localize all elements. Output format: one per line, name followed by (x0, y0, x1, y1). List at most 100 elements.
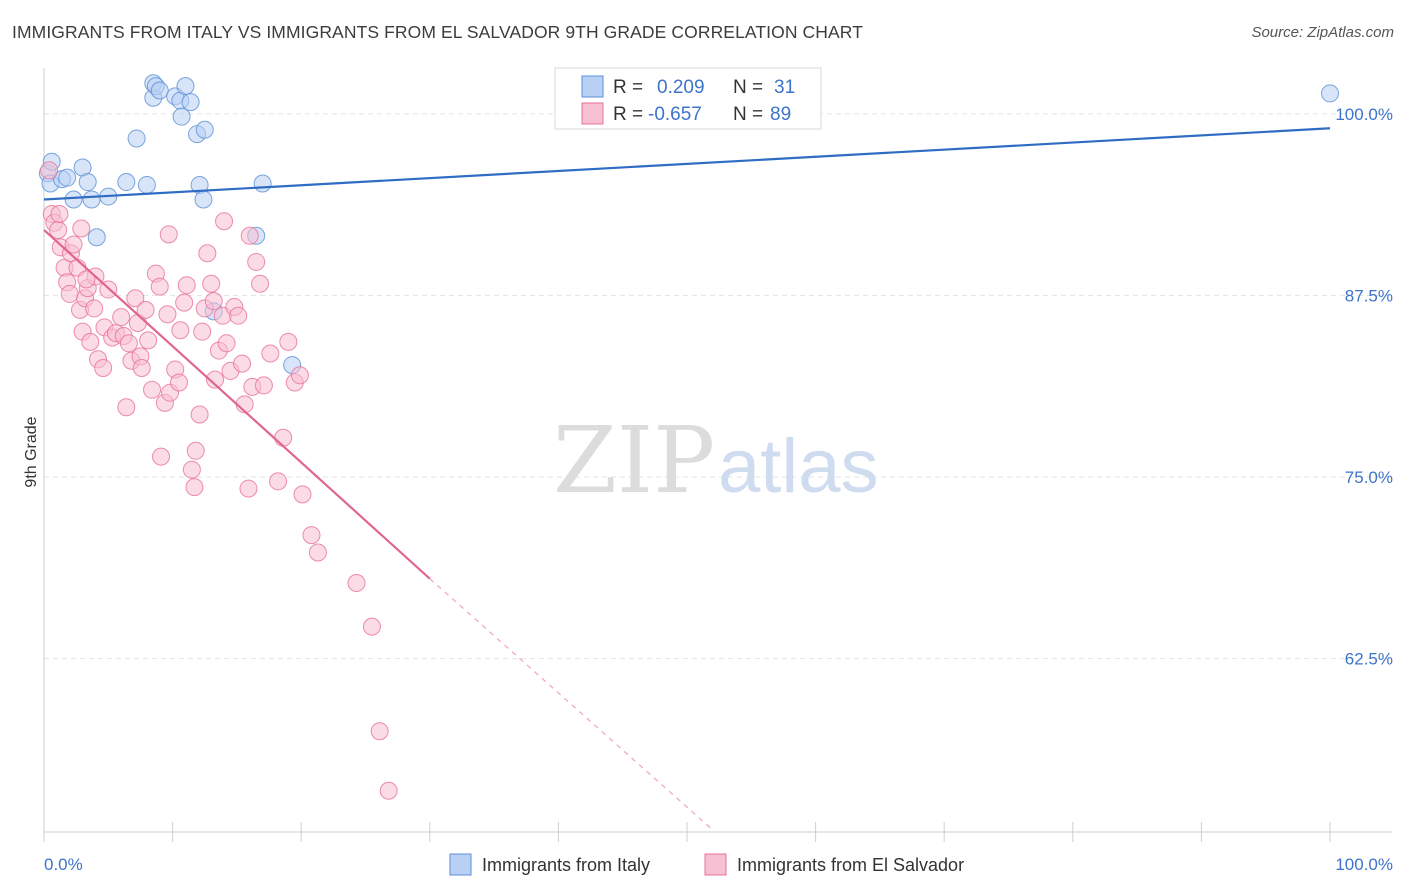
salvador-point (290, 366, 309, 385)
salvador-point (158, 305, 177, 324)
italy-trend-line (43, 127, 1331, 201)
italy-point (176, 77, 195, 96)
series-salvador-points (40, 161, 398, 800)
salvador-point (119, 334, 138, 353)
italy-point (87, 228, 106, 247)
salvador-point (254, 376, 273, 395)
salvador-point (217, 334, 236, 353)
salvador-point (308, 543, 327, 562)
salvador-point (182, 460, 201, 479)
salvador-point (279, 332, 298, 351)
salvador-point (239, 479, 258, 498)
salvador-point (251, 274, 270, 293)
italy-point (195, 120, 214, 139)
italy-point (64, 190, 83, 209)
salvador-point (261, 344, 280, 363)
y-tick-label: 100.0% (1335, 105, 1393, 124)
watermark-zip: ZIP (553, 407, 715, 514)
salvador-point (177, 276, 196, 295)
salvador-point (302, 526, 321, 545)
salvador-point (362, 617, 381, 636)
series-italy-points (38, 74, 1339, 375)
salvador-point (215, 212, 234, 231)
salvador-trend-line (43, 229, 431, 580)
x-tick-label: 100.0% (1335, 855, 1393, 874)
italy-point (137, 175, 156, 194)
salvador-point (72, 219, 91, 238)
y-axis-label: 9th Grade (23, 416, 40, 487)
salvador-point (171, 321, 190, 340)
salvador-point (143, 380, 162, 399)
bottom-legend: Immigrants from Italy Immigrants from El… (449, 853, 964, 876)
salvador-point (233, 354, 252, 373)
watermark-atlas: atlas (718, 424, 879, 509)
bottom-legend-label-italy: Immigrants from Italy (482, 855, 650, 875)
salvador-point (293, 485, 312, 504)
italy-point (82, 190, 101, 209)
salvador-point (112, 308, 131, 327)
salvador-point (85, 299, 104, 318)
salvador-point (347, 574, 366, 593)
x-tick-labels: 0.0% 100.0% (44, 855, 1393, 874)
salvador-point (193, 322, 212, 341)
italy-point (58, 168, 77, 187)
salvador-point (77, 270, 96, 289)
y-tick-label: 75.0% (1345, 468, 1393, 487)
legend-r-value-italy: 0.209 (657, 77, 705, 98)
italy-point (172, 107, 191, 126)
salvador-point (170, 373, 189, 392)
legend-n-value-italy: 31 (774, 77, 795, 98)
italy-point (127, 129, 146, 148)
salvador-point (159, 225, 178, 244)
italy-point (78, 173, 97, 192)
salvador-point (247, 252, 266, 271)
salvador-point (126, 289, 145, 308)
chart-title: IMMIGRANTS FROM ITALY VS IMMIGRANTS FROM… (12, 22, 864, 42)
stats-legend: R = 0.209 N = 31 R = -0.657 N = 89 (554, 67, 822, 130)
legend-r-label-salvador: R = (613, 104, 643, 125)
salvador-trend-extension (429, 578, 714, 831)
salvador-point (202, 274, 221, 293)
legend-r-label-italy: R = (613, 77, 643, 98)
salvador-point (229, 306, 248, 325)
salvador-point (60, 284, 79, 303)
legend-r-value-salvador: -0.657 (648, 104, 702, 125)
salvador-point (175, 293, 194, 312)
salvador-point (206, 370, 225, 389)
legend-n-label-italy: N = (733, 77, 763, 98)
salvador-point (186, 441, 205, 460)
salvador-point (274, 428, 293, 447)
italy-point (181, 93, 200, 112)
salvador-point (198, 244, 217, 263)
legend-swatch-italy (581, 75, 604, 98)
salvador-point (152, 447, 171, 466)
salvador-point (150, 277, 169, 296)
source-label: Source: ZipAtlas.com (1251, 24, 1394, 41)
bottom-legend-swatch-salvador (704, 853, 727, 876)
salvador-point (379, 781, 398, 800)
bottom-legend-label-salvador: Immigrants from El Salvador (737, 855, 964, 875)
salvador-point (269, 472, 288, 491)
x-tick-label: 0.0% (44, 855, 83, 874)
salvador-point (81, 332, 100, 351)
legend-n-label-salvador: N = (733, 104, 763, 125)
salvador-point (40, 161, 59, 180)
y-tick-label: 62.5% (1345, 650, 1393, 669)
salvador-point (64, 235, 83, 254)
trend-lines (43, 127, 1331, 831)
y-tick-labels: 100.0% 87.5% 75.0% 62.5% (1335, 105, 1393, 669)
salvador-point (136, 300, 155, 319)
salvador-point (240, 226, 259, 245)
italy-point (1321, 84, 1339, 103)
salvador-point (370, 722, 389, 741)
italy-point (253, 174, 272, 193)
salvador-point (190, 405, 209, 424)
salvador-point (94, 359, 113, 377)
y-tick-label: 87.5% (1345, 286, 1393, 305)
salvador-point (139, 331, 158, 350)
legend-swatch-salvador (581, 102, 604, 125)
salvador-point (50, 205, 69, 223)
italy-point (117, 173, 136, 192)
bottom-legend-swatch-italy (449, 853, 472, 876)
